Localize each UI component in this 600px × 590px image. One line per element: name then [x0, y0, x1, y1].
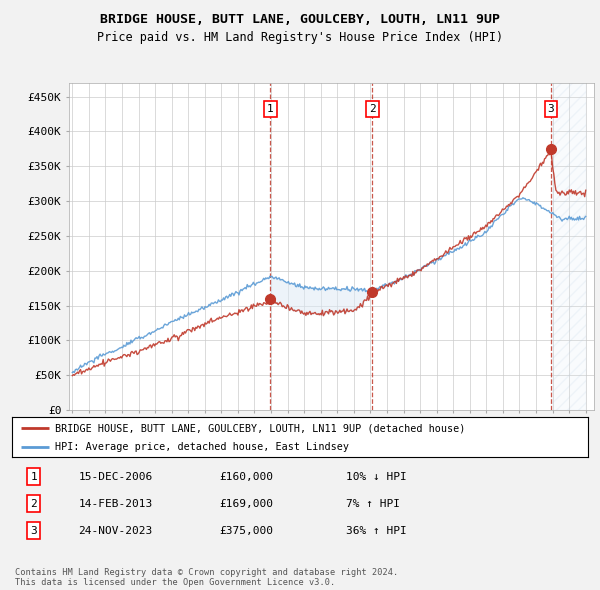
- Text: 7% ↑ HPI: 7% ↑ HPI: [346, 499, 400, 509]
- Text: 2: 2: [369, 104, 376, 114]
- Text: 3: 3: [31, 526, 37, 536]
- Text: Price paid vs. HM Land Registry's House Price Index (HPI): Price paid vs. HM Land Registry's House …: [97, 31, 503, 44]
- Text: 1: 1: [267, 104, 274, 114]
- Text: 15-DEC-2006: 15-DEC-2006: [78, 471, 152, 481]
- Text: 14-FEB-2013: 14-FEB-2013: [78, 499, 152, 509]
- Text: BRIDGE HOUSE, BUTT LANE, GOULCEBY, LOUTH, LN11 9UP: BRIDGE HOUSE, BUTT LANE, GOULCEBY, LOUTH…: [100, 13, 500, 26]
- Text: BRIDGE HOUSE, BUTT LANE, GOULCEBY, LOUTH, LN11 9UP (detached house): BRIDGE HOUSE, BUTT LANE, GOULCEBY, LOUTH…: [55, 424, 466, 434]
- Text: HPI: Average price, detached house, East Lindsey: HPI: Average price, detached house, East…: [55, 442, 349, 452]
- Text: £160,000: £160,000: [220, 471, 274, 481]
- Text: 1: 1: [31, 471, 37, 481]
- Text: 10% ↓ HPI: 10% ↓ HPI: [346, 471, 407, 481]
- Text: £169,000: £169,000: [220, 499, 274, 509]
- Text: 3: 3: [548, 104, 554, 114]
- Text: 24-NOV-2023: 24-NOV-2023: [78, 526, 152, 536]
- Text: Contains HM Land Registry data © Crown copyright and database right 2024.
This d: Contains HM Land Registry data © Crown c…: [15, 568, 398, 587]
- Text: 36% ↑ HPI: 36% ↑ HPI: [346, 526, 407, 536]
- Text: 2: 2: [31, 499, 37, 509]
- Text: £375,000: £375,000: [220, 526, 274, 536]
